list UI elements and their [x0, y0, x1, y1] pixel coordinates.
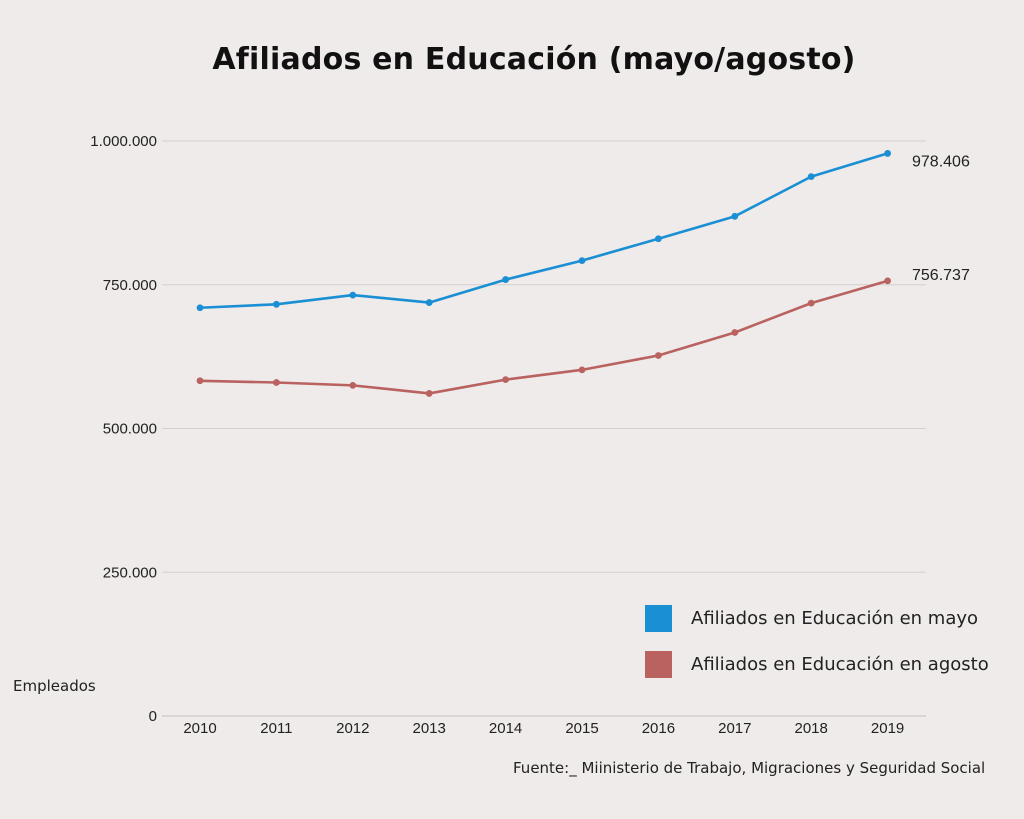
source-note: Fuente:_ Miinisterio de Trabajo, Migraci…: [513, 759, 986, 777]
gridlines: [162, 140, 926, 717]
x-tick-label: 2012: [336, 720, 369, 737]
y-tick-label: 0: [149, 708, 157, 725]
x-tick-label: 2018: [795, 720, 828, 737]
data-point: [502, 376, 509, 384]
data-point: [578, 257, 586, 264]
legend-label-mayo: Afiliados en Educación en mayo: [691, 607, 979, 629]
data-point: [655, 235, 662, 243]
x-tick-label: 2015: [565, 720, 598, 737]
x-tick-label: 2019: [871, 720, 904, 737]
series-line-1: [198, 279, 889, 395]
y-tick-label: 1.000.000: [90, 133, 157, 150]
legend-item-mayo: Afiliados en Educación en mayo: [645, 604, 989, 632]
data-point: [425, 390, 433, 397]
data-point: [731, 329, 739, 336]
data-point: [807, 173, 815, 181]
data-point: [273, 300, 280, 308]
x-tick-label: 2016: [642, 720, 675, 737]
data-point: [884, 277, 891, 285]
data-point: [731, 212, 739, 220]
x-tick-label: 2017: [718, 720, 751, 737]
legend-item-agosto: Afiliados en Educación en agosto: [645, 650, 989, 678]
y-tick-label: 250.000: [103, 564, 157, 581]
y-axis-label: Empleados: [13, 677, 96, 695]
data-point: [425, 299, 433, 306]
end-labels: 978.406 756.737: [912, 153, 970, 283]
x-tick-label: 2014: [489, 720, 522, 737]
legend-swatch-agosto: [645, 650, 672, 678]
data-point: [655, 352, 662, 359]
chart-title: Afiliados en Educación (mayo/agosto): [212, 42, 856, 77]
legend-label-agosto: Afiliados en Educación en agosto: [691, 653, 989, 675]
data-point: [578, 366, 586, 374]
data-point: [349, 381, 357, 389]
x-tick-label: 2011: [260, 720, 292, 737]
end-value-label: 978.406: [912, 153, 970, 170]
data-point: [807, 299, 815, 307]
axis-tick-labels: 0 250.000 500.000 750.000 1.000.000 2010 2011 2…: [90, 133, 904, 737]
data-point: [196, 304, 204, 312]
end-value-label: 756.737: [912, 267, 970, 284]
data-point: [884, 150, 891, 157]
data-point: [349, 291, 357, 299]
legend-swatch-mayo: [645, 604, 672, 632]
y-tick-label: 500.000: [103, 421, 157, 438]
series-lines: [196, 150, 891, 397]
x-tick-label: 2010: [183, 720, 216, 737]
legend: Afiliados en Educación en mayo Afiliados…: [645, 604, 989, 696]
x-tick-label: 2013: [413, 720, 446, 737]
series-line-0: [198, 152, 889, 310]
data-point: [196, 377, 204, 385]
data-point: [502, 276, 509, 283]
data-point: [273, 379, 280, 386]
y-tick-label: 750.000: [103, 277, 157, 294]
